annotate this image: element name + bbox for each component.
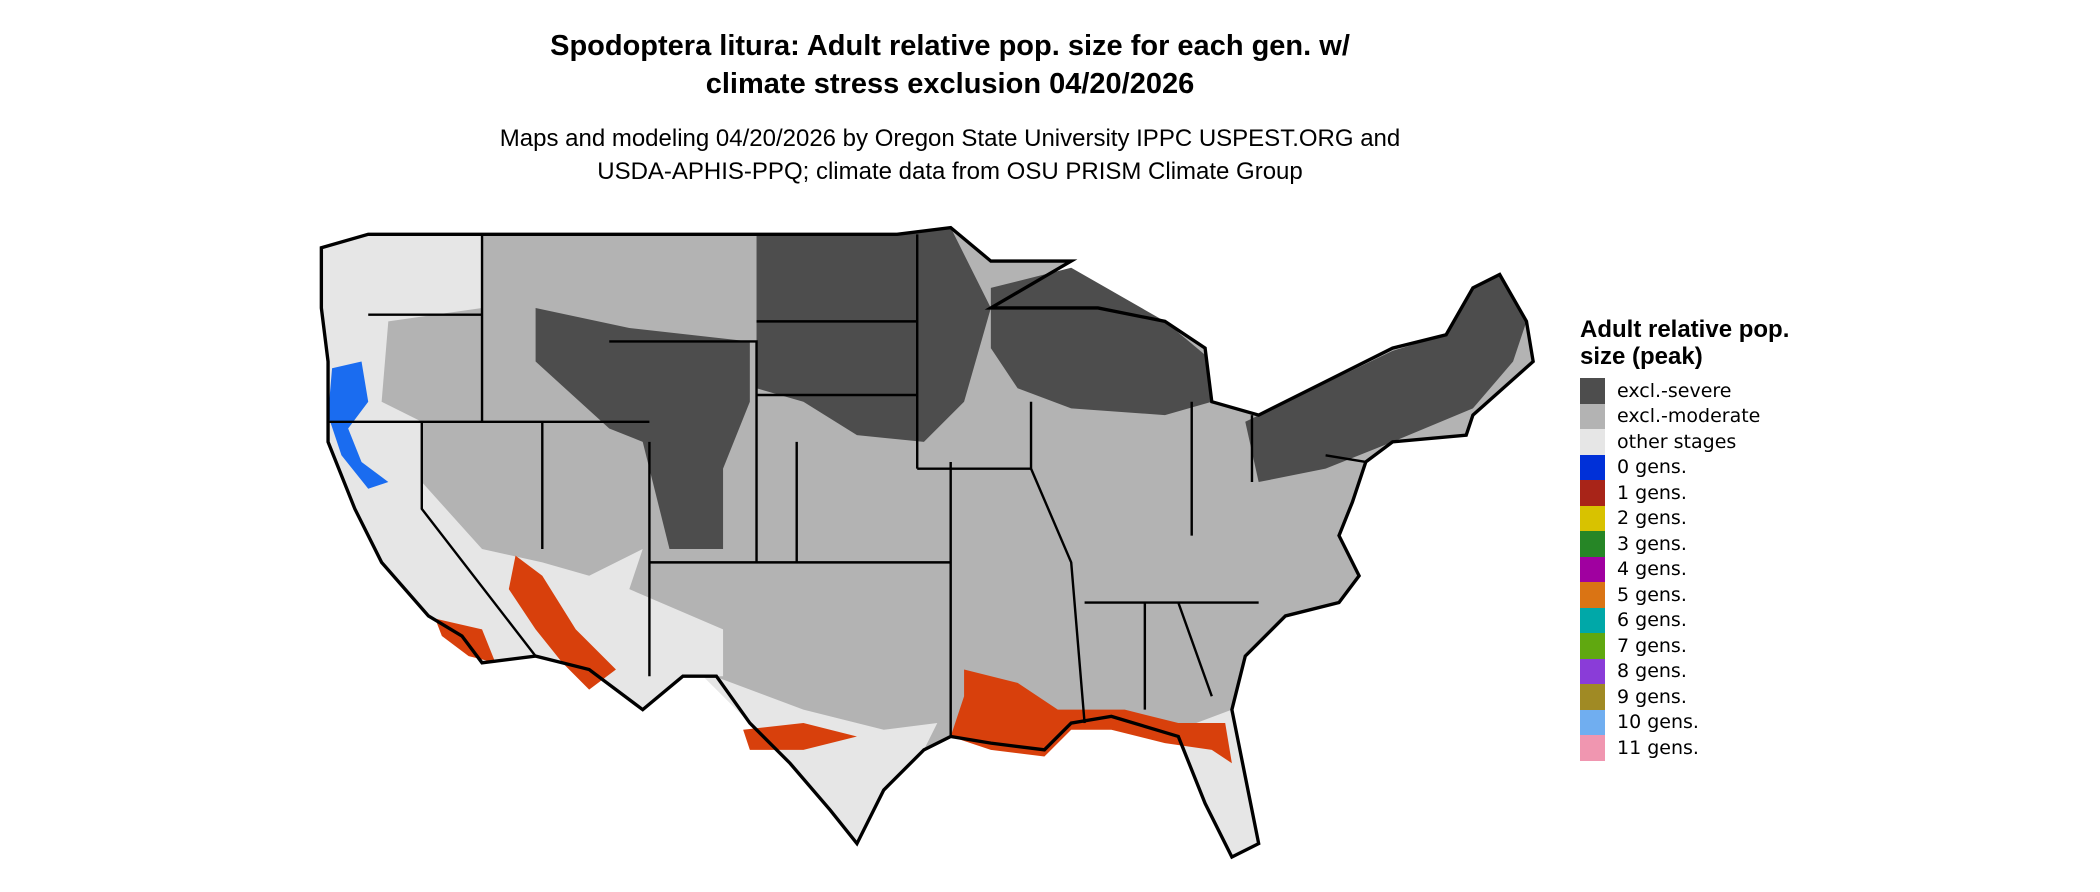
legend-label: 10 gens.: [1617, 711, 1699, 734]
legend-item: 9 gens.: [1580, 684, 1800, 710]
region-excl-severe-north-plains: [756, 227, 991, 442]
legend-swatch: [1580, 684, 1605, 710]
legend-label: 7 gens.: [1617, 634, 1687, 657]
legend-swatch: [1580, 480, 1605, 506]
legend-label: 1 gens.: [1617, 481, 1687, 504]
region-other-stages-west: [321, 234, 724, 710]
legend-label: 8 gens.: [1617, 660, 1687, 683]
legend-label: 3 gens.: [1617, 532, 1687, 555]
legend-item: 6 gens.: [1580, 607, 1800, 633]
legend-swatch: [1580, 378, 1605, 404]
legend-item: excl.-moderate: [1580, 403, 1800, 429]
legend-swatch: [1580, 633, 1605, 659]
legend-item: 0 gens.: [1580, 454, 1800, 480]
legend-swatch: [1580, 735, 1605, 761]
legend-label: 5 gens.: [1617, 583, 1687, 606]
legend-swatch: [1580, 454, 1605, 480]
legend-swatch: [1580, 531, 1605, 557]
legend-label: 9 gens.: [1617, 685, 1687, 708]
region-excl-severe-wyoming-colorado: [535, 307, 750, 549]
legend-item: excl.-severe: [1580, 378, 1800, 404]
subtitle-line-2: USDA-APHIS-PPQ; climate data from OSU PR…: [597, 158, 1303, 185]
legend-label: 4 gens.: [1617, 558, 1687, 581]
legend-title: Adult relative pop. size (peak): [1580, 316, 1790, 370]
legend-item: 7 gens.: [1580, 633, 1800, 659]
legend-swatch: [1580, 556, 1605, 582]
legend-swatch: [1580, 658, 1605, 684]
legend: Adult relative pop. size (peak) excl.-se…: [1580, 316, 1800, 761]
legend-label: 0 gens.: [1617, 456, 1687, 479]
legend-item: 5 gens.: [1580, 582, 1800, 608]
subtitle-line-1: Maps and modeling 04/20/2026 by Oregon S…: [499, 125, 1401, 152]
legend-swatch: [1580, 709, 1605, 735]
legend-item: 10 gens.: [1580, 709, 1800, 735]
map-title-line-1: Spodoptera litura: Adult relative pop. s…: [550, 30, 1350, 62]
region-excl-severe-great-lakes: [990, 267, 1212, 416]
legend-swatch: [1580, 582, 1605, 608]
legend-item: 1 gens.: [1580, 480, 1800, 506]
legend-label: excl.-moderate: [1617, 405, 1761, 428]
region-coast-blue: [328, 361, 389, 489]
legend-item: other stages: [1580, 429, 1800, 455]
legend-item: 8 gens.: [1580, 658, 1800, 684]
region-excl-severe-northeast: [1245, 274, 1527, 483]
region-southwest-red: [508, 555, 616, 690]
legend-swatch: [1580, 607, 1605, 633]
us-outline: [319, 225, 1535, 860]
region-gulf-red: [950, 669, 1232, 764]
legend-swatch: [1580, 429, 1605, 455]
legend-label: 11 gens.: [1617, 736, 1699, 759]
legend-item: 3 gens.: [1580, 531, 1800, 557]
state-boundaries: [328, 234, 1366, 737]
legend-label: other stages: [1617, 430, 1737, 453]
legend-item: 11 gens.: [1580, 735, 1800, 761]
map-title-line-2: climate stress exclusion 04/20/2026: [705, 68, 1195, 100]
legend-label: 2 gens.: [1617, 507, 1687, 530]
legend-item: 4 gens.: [1580, 556, 1800, 582]
legend-item: 2 gens.: [1580, 505, 1800, 531]
legend-label: excl.-severe: [1617, 379, 1732, 402]
legend-label: 6 gens.: [1617, 609, 1687, 632]
legend-swatch: [1580, 403, 1605, 429]
legend-swatch: [1580, 505, 1605, 531]
